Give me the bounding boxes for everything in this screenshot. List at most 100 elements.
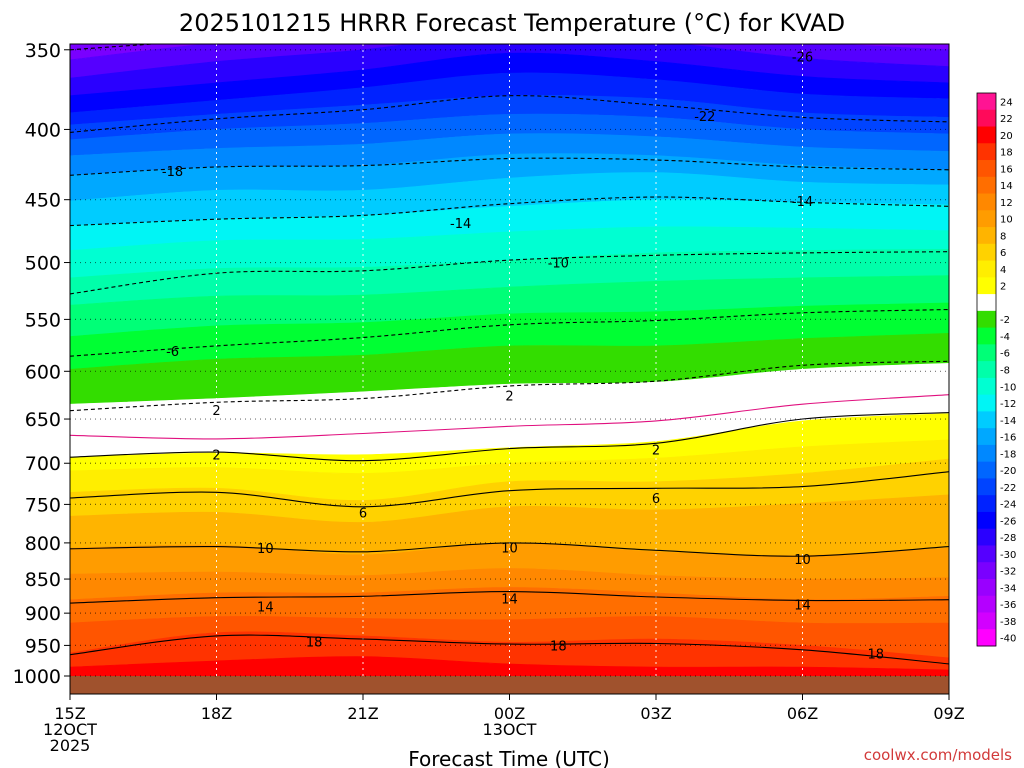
colorbar-swatch-5 bbox=[977, 176, 996, 195]
colorbar-label-19: -14 bbox=[1000, 416, 1016, 427]
colorbar-swatch-23 bbox=[977, 478, 996, 496]
colorbar-swatch-8 bbox=[977, 227, 996, 245]
chart-title: 2025101215 HRRR Forecast Temperature (°C… bbox=[179, 9, 845, 37]
colorbar-swatch-16 bbox=[977, 361, 996, 379]
contour-line--22 bbox=[70, 95, 949, 133]
colorbar-swatch-10 bbox=[977, 260, 996, 278]
colorbar-swatch-7 bbox=[977, 210, 996, 228]
y-tick-label-550: 550 bbox=[25, 309, 61, 331]
colorbar-swatch-0 bbox=[977, 93, 996, 111]
y-tick-label-350: 350 bbox=[25, 40, 61, 62]
colorbar-label-18: -12 bbox=[1000, 399, 1016, 410]
credit-text: coolwx.com/models bbox=[864, 746, 1012, 764]
x-axis-label: Forecast Time (UTC) bbox=[408, 747, 610, 768]
colorbar-swatch-30 bbox=[977, 595, 996, 613]
colorbar-swatch-25 bbox=[977, 511, 996, 530]
contour-label-8: -18 bbox=[162, 165, 183, 180]
colorbar-label-15: -6 bbox=[1000, 349, 1010, 360]
colorbar-label-21: -18 bbox=[1000, 449, 1016, 460]
y-tick-label-850: 850 bbox=[25, 569, 61, 591]
contour-label-23: 14 bbox=[501, 592, 518, 607]
colorbar-swatch-1 bbox=[977, 109, 996, 128]
colorbar-swatch-11 bbox=[977, 277, 996, 295]
colorbar-label-31: -38 bbox=[1000, 617, 1016, 628]
x-tick-label-0-1: 12OCT bbox=[43, 720, 97, 739]
colorbar-swatch-13 bbox=[977, 310, 996, 329]
colorbar-label-7: 10 bbox=[1000, 215, 1013, 226]
contour-line--30 bbox=[70, 0, 949, 7]
colorbar-swatch-18 bbox=[977, 394, 996, 412]
x-tick-label-18-0: 09Z bbox=[933, 704, 964, 723]
colorbar-label-2: 20 bbox=[1000, 131, 1013, 142]
colorbar-label-16: -8 bbox=[1000, 366, 1010, 377]
colorbar-label-17: -10 bbox=[1000, 382, 1016, 393]
colorbar-label-11: 2 bbox=[1000, 282, 1006, 293]
contour-line-10 bbox=[70, 542, 949, 557]
colorbar-label-10: 4 bbox=[1000, 265, 1006, 276]
colorbar-label-29: -34 bbox=[1000, 583, 1016, 594]
contour-line-0 bbox=[70, 394, 949, 440]
colorbar-label-24: -24 bbox=[1000, 500, 1016, 511]
contour-label-9: -14 bbox=[450, 217, 471, 232]
plot-border bbox=[69, 43, 950, 695]
x-tick-label-12-0: 03Z bbox=[640, 704, 671, 723]
contour-line-14 bbox=[70, 591, 949, 604]
colorbar-swatch-27 bbox=[977, 545, 996, 563]
colorbar-swatch-31 bbox=[977, 612, 996, 630]
contour-label-18: 6 bbox=[652, 492, 660, 507]
colorbar-swatch-9 bbox=[977, 243, 996, 262]
contour-label-27: 18 bbox=[867, 648, 884, 663]
contour-label-15: 2 bbox=[212, 449, 220, 464]
colorbar-label-4: 16 bbox=[1000, 164, 1013, 175]
colorbar-label-30: -36 bbox=[1000, 600, 1016, 611]
y-axis: 2503003504004505005506006507007508008509… bbox=[13, 40, 70, 688]
contour-label-11: -10 bbox=[548, 257, 569, 272]
colorbar-swatch-28 bbox=[977, 562, 996, 580]
y-tick-label-450: 450 bbox=[25, 190, 61, 212]
y-tick-label-750: 750 bbox=[25, 494, 61, 516]
x-tick-label-0-0: 15Z bbox=[54, 704, 85, 723]
x-tick-label-3-0: 18Z bbox=[201, 704, 232, 723]
colorbar-swatch-12 bbox=[977, 294, 996, 312]
colorbar-label-25: -26 bbox=[1000, 516, 1016, 527]
temperature-band--38 bbox=[70, 0, 949, 7]
colorbar-swatch-15 bbox=[977, 344, 996, 362]
contour-line-2 bbox=[70, 412, 949, 462]
colorbar-label-6: 12 bbox=[1000, 198, 1013, 209]
colorbar-swatch-26 bbox=[977, 528, 996, 546]
ground-below-surface bbox=[70, 676, 949, 694]
y-tick-label-700: 700 bbox=[25, 453, 61, 475]
colorbar-label-23: -22 bbox=[1000, 483, 1016, 494]
colorbar-swatch-32 bbox=[977, 629, 996, 647]
colorbar-swatch-29 bbox=[977, 578, 996, 597]
colorbar-swatch-17 bbox=[977, 377, 996, 396]
colorbar-swatch-21 bbox=[977, 444, 996, 463]
colorbar-label-5: 14 bbox=[1000, 181, 1013, 192]
contour-label-16: 2 bbox=[652, 443, 660, 458]
y-tick-label-500: 500 bbox=[25, 253, 61, 275]
colorbar-label-3: 18 bbox=[1000, 148, 1013, 159]
temperature-band--32 bbox=[70, 44, 949, 61]
colorbar-swatch-24 bbox=[977, 495, 996, 513]
y-tick-label-400: 400 bbox=[25, 119, 61, 141]
contour-label-10: -14 bbox=[792, 195, 813, 210]
colorbar-swatch-14 bbox=[977, 327, 996, 345]
contour-label-20: 10 bbox=[501, 541, 518, 556]
contour-label-19: 10 bbox=[257, 542, 274, 557]
contour-label-21: 10 bbox=[794, 553, 811, 568]
colorbar-label-14: -4 bbox=[1000, 332, 1010, 343]
y-tick-label-900: 900 bbox=[25, 603, 61, 625]
contour-label-6: -26 bbox=[792, 51, 813, 66]
x-tick-label-0-2: 2025 bbox=[50, 736, 91, 755]
colorbar-swatch-22 bbox=[977, 461, 996, 479]
colorbar-swatch-6 bbox=[977, 193, 996, 211]
contour-label-13: 2 bbox=[212, 404, 220, 419]
contour-line--10 bbox=[70, 251, 949, 295]
colorbar-border bbox=[976, 92, 997, 647]
colorbar-label-1: 22 bbox=[1000, 114, 1013, 125]
y-tick-label-600: 600 bbox=[25, 361, 61, 383]
contour-label-14: 2 bbox=[505, 390, 513, 405]
contour-label-24: 14 bbox=[794, 598, 811, 613]
contour-label-26: 18 bbox=[550, 639, 567, 654]
colorbar-label-32: -40 bbox=[1000, 634, 1016, 645]
